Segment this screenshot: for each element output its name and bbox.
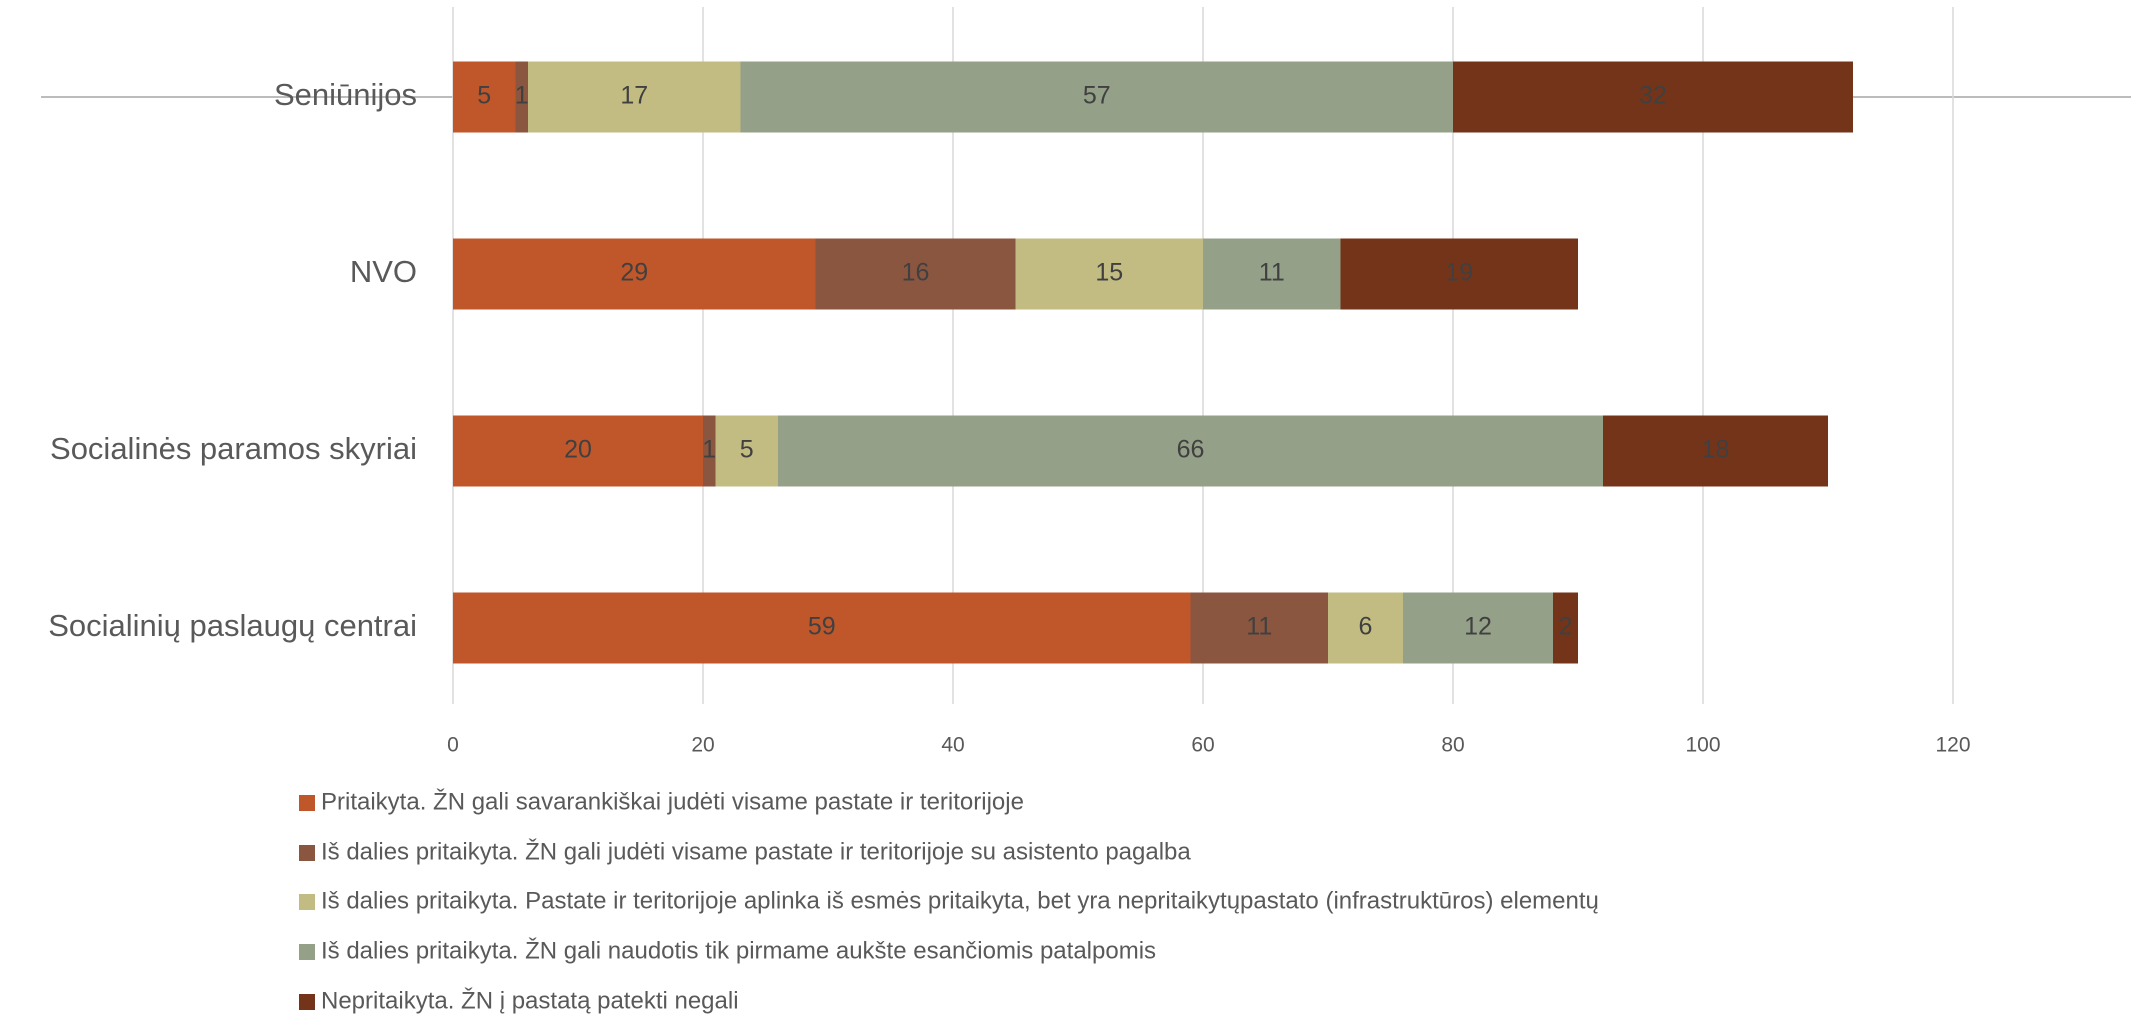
legend-swatch — [299, 944, 315, 960]
bar-segment — [1603, 415, 1828, 487]
category-label: Socialinių paslaugų centrai — [48, 608, 417, 643]
data-label: 1 — [515, 82, 529, 110]
legend-swatch — [299, 994, 315, 1010]
bar-segment — [1553, 592, 1578, 664]
bar-segment — [1340, 238, 1578, 310]
data-label: 17 — [620, 82, 648, 110]
data-label: 20 — [564, 436, 592, 464]
bar-segment — [528, 61, 741, 133]
x-tick-label: 120 — [1935, 734, 1970, 757]
data-label: 12 — [1464, 613, 1492, 641]
legend-swatch — [299, 845, 315, 861]
category-label: Seniūnijos — [274, 77, 417, 112]
legend-label: Iš dalies pritaikyta. ŽN gali judėti vis… — [321, 838, 1191, 865]
data-label: 29 — [620, 259, 648, 287]
x-tick-label: 40 — [941, 734, 964, 757]
x-tick-label: 60 — [1191, 734, 1214, 757]
category-label: Socialinės paramos skyriai — [50, 431, 417, 466]
legend-swatch — [299, 795, 315, 811]
data-label: 19 — [1445, 259, 1473, 287]
data-label: 59 — [808, 613, 836, 641]
data-label: 2 — [1559, 613, 1573, 641]
bar-segment — [1203, 238, 1341, 310]
bar-segment — [715, 415, 778, 487]
bar-segment — [453, 238, 816, 310]
bar-segment — [778, 415, 1603, 487]
bar-segment — [1453, 61, 1853, 133]
data-label: 66 — [1177, 436, 1205, 464]
data-label: 11 — [1259, 259, 1285, 287]
bar-segment — [703, 415, 716, 487]
data-label: 15 — [1095, 259, 1123, 287]
x-tick-label: 100 — [1685, 734, 1720, 757]
data-label: 57 — [1083, 82, 1111, 110]
bar-segment — [453, 592, 1191, 664]
bar-segment — [453, 61, 516, 133]
x-tick-label: 0 — [447, 734, 459, 757]
data-label: 6 — [1359, 613, 1373, 641]
data-label: 1 — [702, 436, 716, 464]
data-label: 18 — [1702, 436, 1730, 464]
category-label: NVO — [350, 254, 417, 289]
legend-label: Pritaikyta. ŽN gali savarankiškai judėti… — [321, 788, 1024, 815]
bar-segment — [740, 61, 1453, 133]
bar-segment — [515, 61, 528, 133]
data-label: 16 — [902, 259, 930, 287]
bar-segment — [815, 238, 1016, 310]
bar-segment — [1190, 592, 1328, 664]
bar-segment — [1328, 592, 1403, 664]
bar-segment — [1403, 592, 1553, 664]
data-label: 5 — [740, 436, 754, 464]
x-tick-label: 20 — [691, 734, 714, 757]
x-tick-label: 80 — [1441, 734, 1464, 757]
data-label: 5 — [477, 82, 491, 110]
legend-label: Iš dalies pritaikyta. Pastate ir teritor… — [321, 887, 1599, 914]
data-label: 11 — [1246, 613, 1272, 641]
bar-segment — [453, 415, 703, 487]
bar-segment — [1015, 238, 1203, 310]
legend-label: Iš dalies pritaikyta. ŽN gali naudotis t… — [321, 937, 1156, 964]
data-label: 32 — [1639, 82, 1667, 110]
legend-label: Nepritaikyta. ŽN į pastatą patekti negal… — [321, 987, 739, 1014]
legend-swatch — [299, 894, 315, 910]
